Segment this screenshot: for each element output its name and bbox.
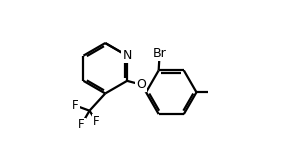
Text: F: F	[78, 118, 85, 131]
Text: N: N	[122, 49, 132, 62]
Text: Br: Br	[153, 47, 166, 60]
Text: F: F	[72, 99, 79, 112]
Text: O: O	[136, 78, 146, 91]
Text: F: F	[93, 115, 100, 128]
